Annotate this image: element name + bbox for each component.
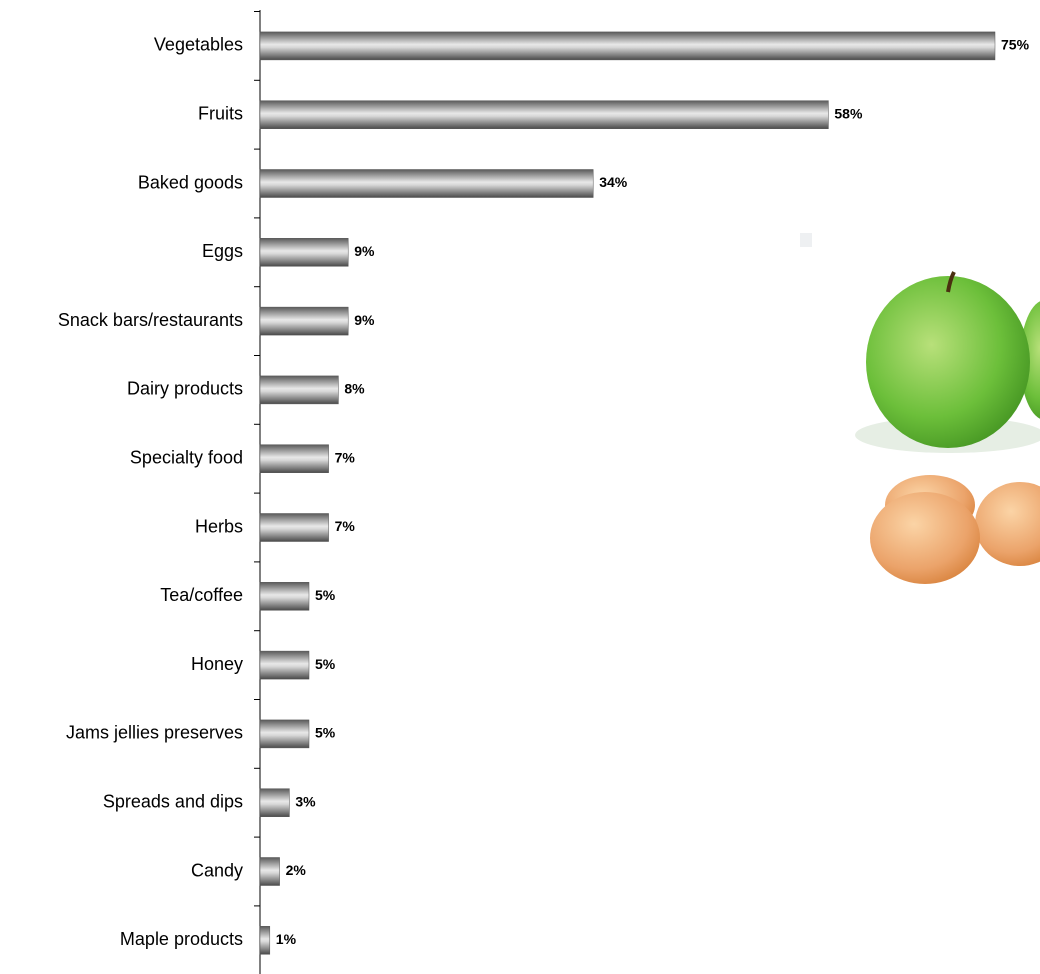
value-label: 9% bbox=[354, 312, 375, 328]
y-tick-label: Vegetables bbox=[154, 35, 243, 55]
value-label: 7% bbox=[335, 518, 356, 534]
value-label: 5% bbox=[315, 587, 336, 603]
y-tick-label: Herbs bbox=[195, 516, 243, 536]
bar bbox=[259, 238, 349, 267]
bar bbox=[259, 306, 349, 336]
bar bbox=[259, 444, 329, 473]
bar bbox=[259, 375, 339, 405]
bar bbox=[259, 169, 594, 198]
value-label: 3% bbox=[295, 793, 316, 809]
y-tick-label: Maple products bbox=[120, 929, 243, 949]
y-tick-label: Candy bbox=[191, 860, 243, 880]
value-label: 1% bbox=[276, 931, 297, 947]
y-tick-label: Specialty food bbox=[130, 447, 243, 467]
y-tick-label: Fruits bbox=[198, 103, 243, 123]
bar bbox=[259, 31, 996, 61]
y-tick-label: Dairy products bbox=[127, 379, 243, 399]
bar bbox=[259, 719, 310, 749]
value-label: 5% bbox=[315, 725, 336, 741]
value-label: 5% bbox=[315, 656, 336, 672]
value-label: 58% bbox=[834, 105, 863, 121]
value-label: 34% bbox=[599, 174, 628, 190]
bar bbox=[259, 513, 329, 542]
bar bbox=[259, 788, 290, 817]
value-label: 9% bbox=[354, 243, 375, 259]
value-label: 7% bbox=[335, 449, 356, 465]
value-label: 75% bbox=[1001, 37, 1030, 53]
y-tick-label: Snack bars/restaurants bbox=[58, 310, 243, 330]
y-tick-label: Spreads and dips bbox=[103, 791, 243, 811]
y-tick-label: Jams jellies preserves bbox=[66, 723, 243, 743]
y-tick-label: Eggs bbox=[202, 241, 243, 261]
bar bbox=[259, 650, 310, 680]
y-tick-label: Baked goods bbox=[138, 172, 243, 192]
bar bbox=[259, 926, 271, 955]
value-label: 2% bbox=[286, 862, 307, 878]
y-tick-label: Honey bbox=[191, 654, 243, 674]
bar bbox=[259, 100, 829, 129]
decorative-image bbox=[800, 233, 1040, 584]
y-tick-label: Tea/coffee bbox=[160, 585, 243, 605]
bar bbox=[259, 857, 280, 886]
bar bbox=[259, 582, 310, 611]
value-label: 8% bbox=[344, 381, 365, 397]
